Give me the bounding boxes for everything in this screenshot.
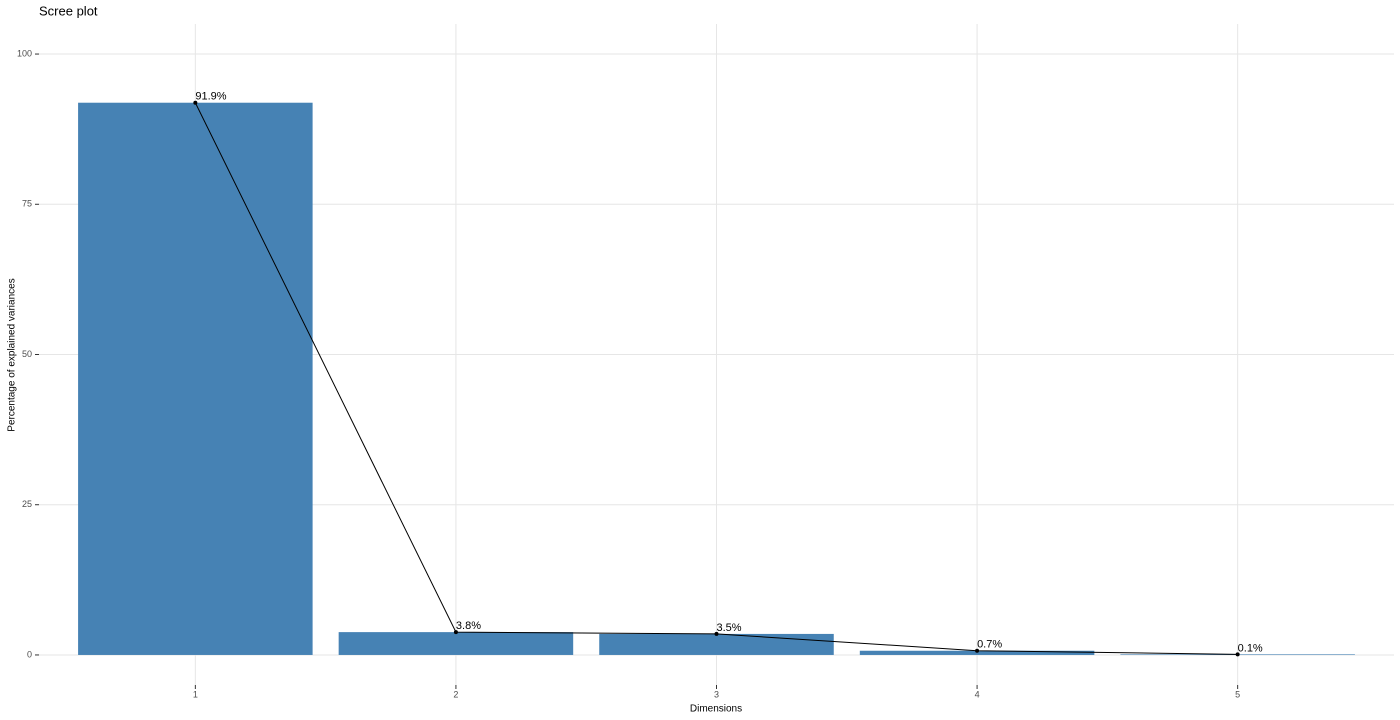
y-tick-label: 25 xyxy=(22,499,32,509)
point xyxy=(975,648,980,653)
bar xyxy=(338,632,574,655)
point xyxy=(193,100,198,105)
data-label: 91.9% xyxy=(195,91,226,103)
data-label: 3.8% xyxy=(456,620,481,632)
x-axis-title: Dimensions xyxy=(690,704,742,715)
x-tick-label: 2 xyxy=(453,689,458,699)
bar xyxy=(78,102,313,655)
bar xyxy=(599,633,834,655)
x-tick-label: 3 xyxy=(714,689,719,699)
x-tick-label: 1 xyxy=(193,689,198,699)
bar xyxy=(859,650,1095,655)
data-label: 0.7% xyxy=(977,639,1002,651)
data-label: 0.1% xyxy=(1238,642,1263,654)
y-axis-title: Percentage of explained variances xyxy=(7,278,18,431)
point xyxy=(1235,652,1240,657)
y-tick-label: 0 xyxy=(27,649,32,659)
x-tick-label: 4 xyxy=(975,689,980,699)
y-tick-label: 50 xyxy=(22,349,32,359)
point xyxy=(714,631,719,636)
y-tick-label: 75 xyxy=(22,199,32,209)
data-label: 3.5% xyxy=(717,622,742,634)
y-tick-label: 100 xyxy=(17,48,32,58)
point xyxy=(453,630,458,635)
chart-title: Scree plot xyxy=(39,3,98,18)
x-tick-label: 5 xyxy=(1235,689,1240,699)
